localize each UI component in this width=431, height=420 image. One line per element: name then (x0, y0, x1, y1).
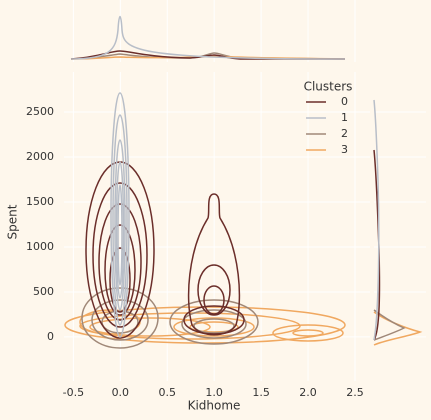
x-tick-label: 0.0 (112, 386, 130, 399)
contour (81, 287, 159, 349)
contour (193, 318, 235, 334)
x-axis-label: Kidhome (188, 399, 241, 413)
contour (98, 203, 142, 321)
x-tick-label: -0.5 (63, 386, 84, 399)
contour (181, 309, 247, 339)
y-tick-label: 2500 (26, 105, 54, 118)
contour (109, 247, 131, 313)
marginal-density (70, 15, 346, 60)
x-tick-label: 1.5 (252, 386, 270, 399)
marginal-density (70, 50, 345, 60)
marginal-density (373, 309, 406, 341)
contour-group (85, 161, 245, 339)
x-tick-label: 2.5 (346, 386, 364, 399)
contour (115, 161, 125, 299)
legend-label: 2 (341, 127, 348, 140)
x-tick-label: 1.0 (205, 386, 223, 399)
y-axis-label: Spent (6, 204, 20, 239)
contour (117, 184, 123, 286)
contours (64, 92, 346, 349)
contour (114, 139, 126, 311)
contour-group (110, 92, 130, 338)
contour (110, 92, 130, 338)
contour (104, 224, 136, 316)
x-tick-label: 2.0 (299, 386, 317, 399)
contour (292, 329, 324, 337)
y-tick-label: 1500 (26, 195, 54, 208)
y-tick-label: 500 (33, 285, 54, 298)
contour (203, 285, 225, 315)
y-tick-label: 2000 (26, 150, 54, 163)
legend-title: Clusters (304, 80, 353, 94)
contour (183, 305, 245, 335)
contour (101, 310, 139, 334)
contour (112, 114, 128, 326)
contour (91, 299, 149, 341)
legend-label: 1 (341, 111, 348, 124)
top-marginal (70, 15, 346, 60)
contour (197, 264, 231, 316)
legend-label: 0 (341, 95, 348, 108)
legend-label: 3 (341, 143, 348, 156)
contour (92, 182, 148, 328)
contour (189, 321, 239, 333)
right-marginal (373, 99, 423, 346)
y-tick-label: 0 (47, 330, 54, 343)
x-tick-label: 0.5 (159, 386, 177, 399)
y-tick-label: 1000 (26, 240, 54, 253)
marginal-density (373, 311, 423, 346)
contour (173, 317, 255, 337)
contour (272, 324, 344, 342)
contour-group (81, 287, 259, 349)
marginal-density (373, 99, 380, 341)
contour (169, 299, 259, 345)
